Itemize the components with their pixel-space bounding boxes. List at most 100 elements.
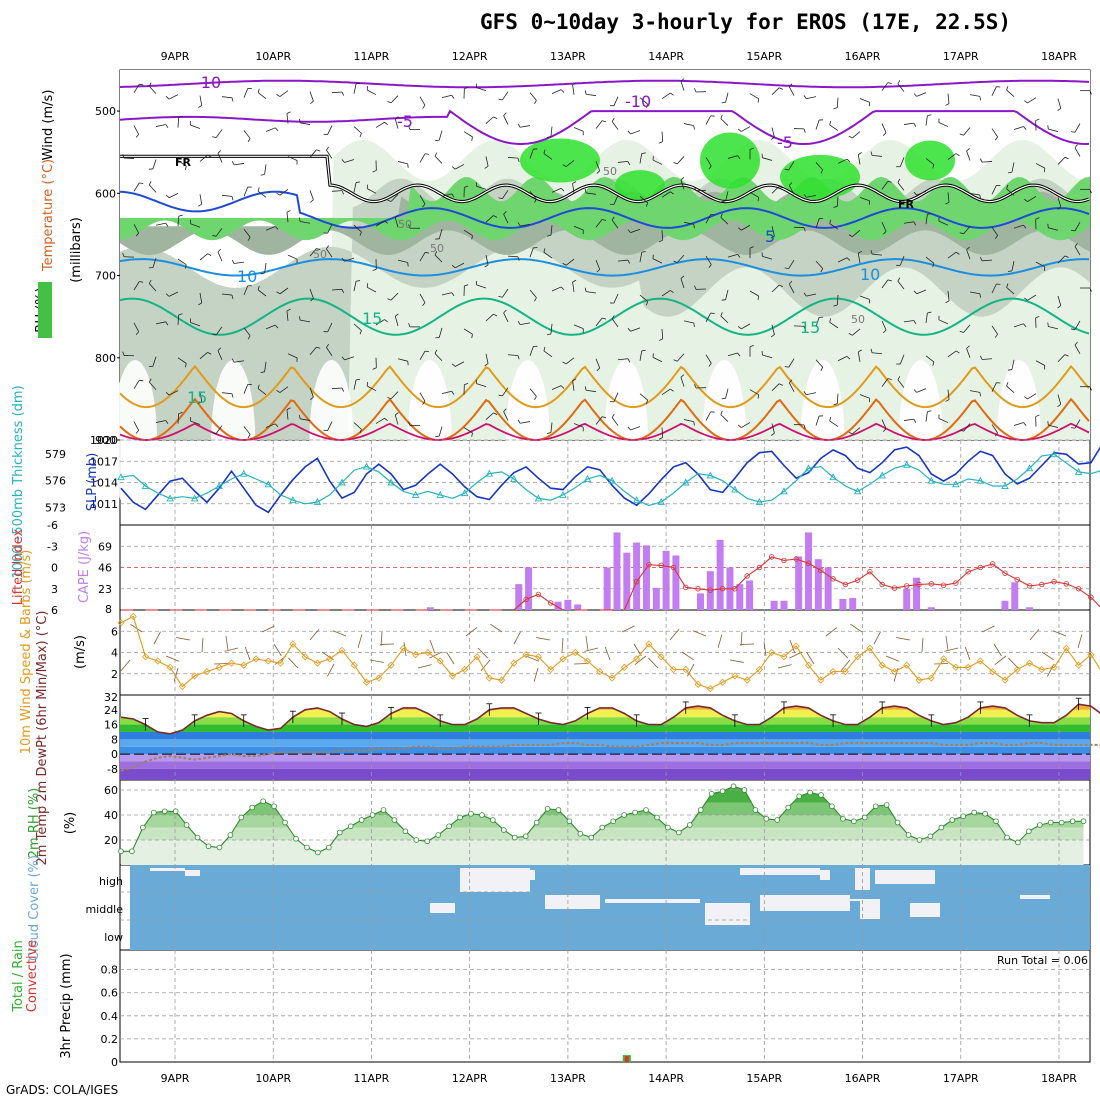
- wind-barb: [741, 323, 751, 330]
- wind-barb: [661, 230, 664, 241]
- date-label-top: 17APR: [943, 50, 979, 63]
- wind-barb: [503, 309, 507, 314]
- slp-line: [120, 446, 1100, 514]
- wind-barb: [274, 423, 279, 427]
- wind-barb: [1011, 261, 1015, 271]
- wind-barb: [366, 89, 377, 96]
- wind-barb: [507, 157, 519, 159]
- wind-barb: [327, 224, 333, 234]
- thickness-marker: [117, 473, 125, 481]
- wind-barb: [135, 331, 139, 336]
- wind-barb: [419, 350, 426, 360]
- wind-barb: [1024, 100, 1028, 104]
- wind-barb: [740, 631, 743, 646]
- cloud-gap: [820, 870, 830, 880]
- wind-barb: [276, 94, 281, 97]
- date-label-top: 12APR: [452, 50, 488, 63]
- wind-barb: [1064, 255, 1069, 258]
- wind-barb: [331, 387, 343, 390]
- wind-barb: [353, 323, 362, 331]
- wind-barb: [602, 416, 607, 419]
- wind-barb: [375, 121, 385, 128]
- wind-barb: [529, 247, 534, 258]
- li-marker: [719, 586, 726, 592]
- wind-barb: [859, 196, 870, 202]
- li-tick: 3: [51, 583, 58, 596]
- wind-barb: [947, 350, 957, 358]
- wind-marker: [903, 661, 911, 669]
- wind-barb: [135, 134, 139, 138]
- wind-barb: [502, 288, 509, 298]
- cape-bar: [770, 600, 778, 610]
- wind-barb: [673, 162, 678, 165]
- wind-barb: [991, 185, 997, 195]
- wind-marker: [768, 648, 776, 657]
- wind-barb: [353, 224, 362, 233]
- cape-bar: [1001, 600, 1009, 610]
- wind-barb: [560, 385, 565, 389]
- wind-speed-line: [120, 615, 1100, 690]
- wind-barb: [190, 124, 201, 129]
- wind-barb: [332, 630, 347, 637]
- wind-barb: [705, 157, 712, 167]
- wind-barb: [536, 637, 551, 641]
- wind-barb: [829, 120, 831, 126]
- wind-barb: [341, 159, 345, 163]
- rh-marker: [468, 810, 474, 817]
- li-marker: [977, 564, 984, 571]
- li-marker: [940, 582, 947, 588]
- wind-barb: [913, 221, 917, 226]
- rh-shade-bright: [780, 154, 860, 199]
- wind-barb: [520, 125, 531, 128]
- pressure-tick: 500: [95, 105, 116, 118]
- wind-barb: [687, 663, 695, 677]
- wind-barb: [737, 352, 741, 357]
- cape-bar: [574, 604, 582, 610]
- wind-barb: [770, 235, 775, 239]
- wind-barb: [771, 186, 780, 194]
- wind-barb: [503, 312, 509, 323]
- rh-shade-bright: [520, 138, 600, 183]
- li-marker: [646, 561, 652, 568]
- rh-marker: [676, 829, 682, 836]
- wind-barb: [419, 252, 426, 262]
- date-label-top: 10APR: [255, 50, 291, 63]
- wind-barb: [771, 87, 780, 95]
- wind-barb: [1029, 629, 1040, 641]
- wind-barb: [737, 227, 742, 231]
- cape-bar: [927, 607, 935, 610]
- thickness-marker: [706, 471, 715, 479]
- wind-barb: [165, 392, 170, 396]
- axis-labels: 9APR 9APR 10APR 10APR 11APR 11APR 12APR 12APR 13…: [11, 50, 1088, 1085]
- wind-barb: [881, 378, 889, 387]
- temp-contour: [119, 79, 1090, 89]
- wind-barb: [513, 631, 521, 645]
- wind-barb: [165, 194, 170, 199]
- wind-barb: [779, 284, 783, 288]
- wind-barb: [1089, 287, 1092, 292]
- wind-barb: [485, 156, 489, 167]
- wind-barb: [725, 92, 729, 103]
- date-label-top: 15APR: [746, 50, 782, 63]
- wind-barb: [1074, 246, 1081, 256]
- wind-barb: [207, 351, 212, 355]
- wind-barb: [261, 625, 275, 633]
- temp-band: [120, 724, 1090, 732]
- cloud-level-label: middle: [85, 903, 123, 916]
- slp-tick: 1014: [90, 477, 118, 490]
- wind-barb: [882, 132, 887, 136]
- precip-conv-bar: [624, 1056, 629, 1062]
- wind-barb: [913, 418, 917, 423]
- li-marker: [670, 564, 677, 571]
- wind-barb: [680, 278, 685, 289]
- rh-band: [121, 840, 1084, 865]
- rh-marker: [457, 814, 463, 821]
- wind-barb: [969, 291, 980, 295]
- wind-marker: [240, 661, 248, 669]
- wind-barb: [850, 623, 863, 633]
- wind-barb: [1074, 243, 1078, 247]
- wind-marker: [301, 653, 309, 661]
- wind-barb: [356, 378, 361, 381]
- wind-barb: [661, 388, 671, 395]
- temp-contour: [119, 364, 1090, 409]
